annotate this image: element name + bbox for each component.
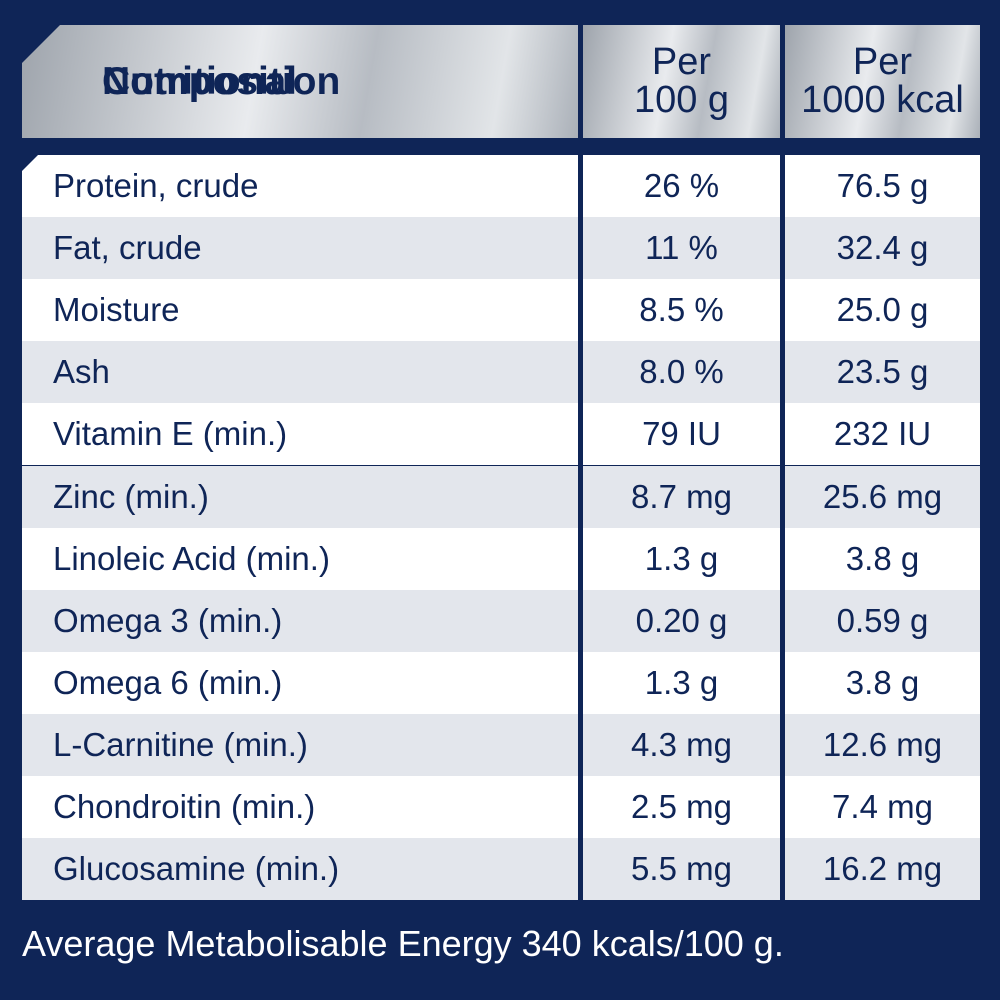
table-row: Glucosamine (min.) 5.5 mg 16.2 mg: [22, 838, 980, 901]
nutrient-name-cell: Omega 6 (min.): [22, 651, 578, 714]
per-100g-value: 79 IU: [583, 403, 780, 466]
per-1000kcal-value: 3.8 g: [785, 527, 980, 590]
energy-footnote: Average Metabolisable Energy 340 kcals/1…: [22, 923, 784, 964]
table-row: Moisture 8.5 % 25.0 g: [22, 279, 980, 342]
nutrient-name: Ash: [53, 353, 110, 391]
nutrition-table: Nutritional Composition Per 100 g Per 100…: [22, 25, 980, 901]
header-name-line2: Composition: [102, 60, 341, 103]
nutrient-name-cell: Moisture: [22, 279, 578, 342]
nutrient-name-cell: Chondroitin (min.): [22, 776, 578, 838]
nutrient-name-cell: Glucosamine (min.): [22, 838, 578, 901]
table-row: Ash 8.0 % 23.5 g: [22, 341, 980, 404]
per-1000kcal-value: 32.4 g: [785, 217, 980, 280]
table-row: Omega 6 (min.) 1.3 g 3.8 g: [22, 651, 980, 714]
per-100g-value: 8.0 %: [583, 341, 780, 404]
per-1000kcal-value: 16.2 mg: [785, 838, 980, 901]
header-col1-line2: 100 g: [633, 79, 730, 121]
per-100g-value: 5.5 mg: [583, 838, 780, 901]
per-100g-value: 26 %: [583, 155, 780, 217]
nutrient-name-cell: Protein, crude: [22, 155, 578, 217]
per-100g-value: 0.20 g: [583, 589, 780, 652]
per-100g-value: 8.5 %: [583, 279, 780, 342]
header-col2-line2: 1000 kcal: [801, 79, 964, 121]
header-nutritional-composition: Nutritional Composition: [22, 25, 578, 138]
header-per-100g: Per 100 g: [583, 25, 780, 138]
table-row: Linoleic Acid (min.) 1.3 g 3.8 g: [22, 527, 980, 590]
nutrient-name: Zinc (min.): [53, 477, 209, 515]
per-1000kcal-value: 232 IU: [785, 403, 980, 466]
per-100g-value: 1.3 g: [583, 527, 780, 590]
per-1000kcal-value: 23.5 g: [785, 341, 980, 404]
header-name-line1: Nutritional: [102, 60, 297, 103]
per-1000kcal-value: 0.59 g: [785, 589, 980, 652]
nutrient-name: Chondroitin (min.): [53, 788, 316, 825]
per-1000kcal-value: 7.4 mg: [785, 776, 980, 838]
nutrient-name-cell: Fat, crude: [22, 217, 578, 280]
per-100g-value: 11 %: [583, 217, 780, 280]
nutrient-name: Fat, crude: [53, 229, 202, 267]
nutrient-name: Protein, crude: [53, 167, 259, 204]
per-100g-value: 1.3 g: [583, 651, 780, 714]
per-1000kcal-value: 25.6 mg: [785, 465, 980, 528]
table-row: Vitamin E (min.) 79 IU 232 IU: [22, 403, 980, 466]
per-1000kcal-value: 12.6 mg: [785, 713, 980, 776]
nutrient-name-cell: Zinc (min.): [22, 465, 578, 528]
nutrient-name-cell: Ash: [22, 341, 578, 404]
table-body: Protein, crude 26 % 76.5 g Fat, crude 11 % 32…: [22, 155, 980, 901]
nutrient-name: Glucosamine (min.): [53, 850, 340, 888]
table-row: Chondroitin (min.) 2.5 mg 7.4 mg: [22, 776, 980, 838]
table-row: Zinc (min.) 8.7 mg 25.6 mg: [22, 465, 980, 528]
nutrient-name: Omega 6 (min.): [53, 663, 283, 701]
per-100g-value: 4.3 mg: [583, 713, 780, 776]
table-row: L-Carnitine (min.) 4.3 mg 12.6 mg: [22, 713, 980, 776]
nutrient-name: Linoleic Acid (min.): [53, 539, 330, 577]
nutrient-name-cell: Vitamin E (min.): [22, 403, 578, 466]
per-100g-value: 2.5 mg: [583, 776, 780, 838]
nutrient-name-cell: Omega 3 (min.): [22, 589, 578, 652]
nutrient-name: Moisture: [53, 291, 180, 329]
nutrient-name-cell: Linoleic Acid (min.): [22, 527, 578, 590]
table-row: Fat, crude 11 % 32.4 g: [22, 217, 980, 280]
header-per-1000kcal: Per 1000 kcal: [785, 25, 980, 138]
per-100g-value: 8.7 mg: [583, 465, 780, 528]
per-1000kcal-value: 25.0 g: [785, 279, 980, 342]
per-1000kcal-value: 76.5 g: [785, 155, 980, 217]
per-1000kcal-value: 3.8 g: [785, 651, 980, 714]
nutrient-name: Vitamin E (min.): [53, 415, 288, 453]
header-col2-line1: Per: [852, 41, 913, 83]
table-row: Omega 3 (min.) 0.20 g 0.59 g: [22, 589, 980, 652]
header-col1-line1: Per: [651, 41, 712, 83]
nutrient-name-cell: L-Carnitine (min.): [22, 713, 578, 776]
nutrient-name: Omega 3 (min.): [53, 601, 283, 639]
nutrient-name: L-Carnitine (min.): [53, 725, 308, 763]
table-row: Protein, crude 26 % 76.5 g: [22, 155, 980, 217]
